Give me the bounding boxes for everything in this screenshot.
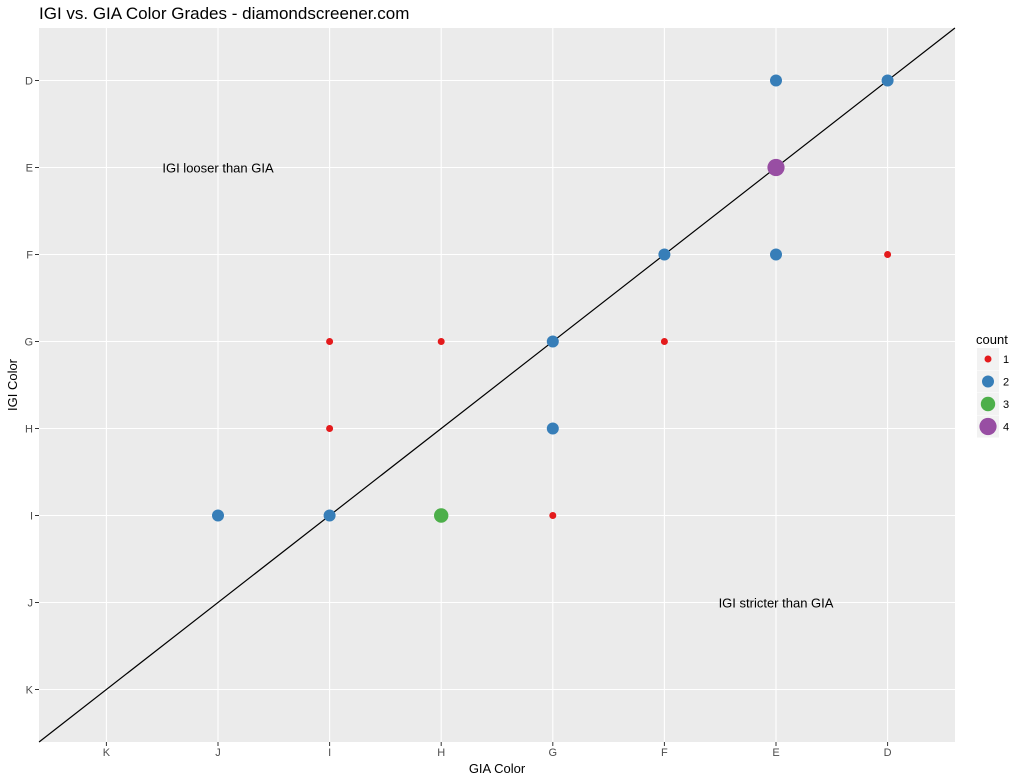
data-point [326, 338, 334, 345]
legend-label: 4 [1003, 422, 1009, 434]
x-tick-label: J [215, 747, 221, 759]
data-point [437, 338, 445, 345]
y-tick-label: D [25, 76, 33, 88]
x-tick-label: D [884, 747, 892, 759]
data-point [326, 425, 334, 432]
data-point [323, 509, 336, 522]
data-point [660, 338, 668, 345]
legend-label: 1 [1003, 354, 1009, 366]
y-tick-label: J [28, 598, 34, 610]
points [212, 74, 894, 523]
data-point [546, 335, 559, 348]
data-point [881, 74, 894, 87]
x-tick-label: E [772, 747, 779, 759]
data-point [770, 74, 782, 87]
chart-title: IGI vs. GIA Color Grades - diamondscreen… [39, 4, 409, 23]
y-tick-label: H [25, 424, 33, 436]
x-axis-title: GIA Color [469, 761, 526, 776]
data-point [549, 512, 557, 519]
legend-key [980, 396, 996, 412]
legend-key [984, 355, 992, 363]
data-point [770, 248, 782, 261]
data-point [434, 508, 449, 523]
diagonal-reference-line [38, 27, 956, 743]
annotations: IGI looser than GIA IGI stricter than GIA [162, 161, 833, 611]
data-point [884, 251, 892, 258]
y-axis-ticks: K J I H G F E D [24, 76, 39, 697]
y-axis-title: IGI Color [5, 358, 20, 411]
legend-key [982, 375, 994, 388]
legend-items: 1 2 3 4 [977, 348, 1009, 438]
x-tick-label: F [661, 747, 668, 759]
y-tick-label: G [24, 337, 33, 349]
data-point [212, 509, 224, 522]
legend-key [979, 417, 997, 436]
x-tick-label: I [328, 747, 331, 759]
y-tick-label: I [30, 511, 33, 523]
annotation-label: IGI looser than GIA [162, 161, 274, 176]
legend: count 1 2 3 4 [976, 332, 1009, 438]
x-tick-label: K [103, 747, 111, 759]
x-tick-label: G [549, 747, 558, 759]
annotation-label: IGI stricter than GIA [719, 596, 834, 611]
x-tick-label: H [437, 747, 445, 759]
legend-title: count [976, 332, 1008, 347]
legend-label: 2 [1003, 377, 1009, 389]
gridlines [39, 28, 955, 742]
y-tick-label: F [26, 250, 33, 262]
y-tick-label: E [26, 163, 33, 175]
data-point [767, 158, 785, 177]
legend-label: 3 [1003, 399, 1009, 411]
data-point [658, 248, 671, 261]
data-point [546, 422, 559, 435]
y-tick-label: K [26, 685, 34, 697]
